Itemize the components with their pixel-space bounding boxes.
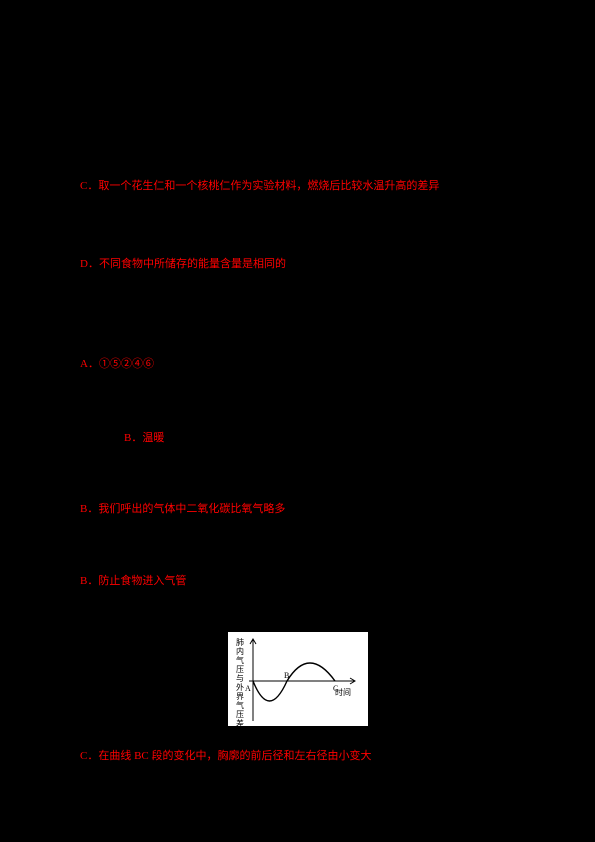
svg-text:与: 与 [236, 674, 244, 683]
q11-stem: 11．人体呼吸系统的组成包括：①鼻；②喉；③肺；④气管；⑤咽；⑥支气管．呼吸道按… [72, 304, 523, 341]
q13-stem: 13．关于呼吸系统的说法，不正确的是 [72, 468, 523, 487]
q12-option-b: B．温暖 [72, 429, 523, 448]
svg-text:C: C [333, 684, 338, 693]
svg-text:气: 气 [236, 655, 244, 665]
q12-stem: 12．严重感冒时，容易引起鼻塞，这时往往要用嘴呼吸．早上醒来时会觉得嗓子非常干，… [72, 388, 523, 425]
q16-stem: 16．下列对人体消化和呼吸的认识，合理的是 [72, 796, 523, 815]
svg-text:外: 外 [236, 682, 244, 692]
chart-container: 肺内气压与外界气压差时间ABC [72, 631, 523, 727]
svg-text:界: 界 [236, 692, 244, 701]
q14-option-b: B．防止食物进入气管 [72, 572, 523, 591]
q16-opts: A．肺泡壁和毛细血管壁都由一层上皮细胞构成，利于肺泡与血液进行气体交换 [72, 818, 523, 837]
svg-text:差: 差 [236, 718, 244, 727]
intro-line-5: 9．关于探究"测定某种食物中的能量"实验的叙述中，正确的是 [72, 139, 523, 158]
q15-stem: 15．图是某人在一次平静呼吸中肺内气压与外界气压差的变化曲线，下列叙述错误的是 [72, 604, 523, 623]
svg-text:气: 气 [236, 700, 244, 710]
q15-option-c: C．在曲线 BC 段的变化中，胸廓的前后径和左右径由小变大 [72, 747, 523, 766]
q13-option-b: B．我们呼出的气体中二氧化碳比氧气略多 [72, 500, 523, 519]
svg-text:B: B [284, 671, 289, 680]
intro-line-1: A．消化道最膨大的部分是胃，它能初步消化蛋白质 [72, 48, 523, 67]
q10-option-d: D．不同食物中所储存的能量含量是相同的 [72, 255, 523, 274]
intro-line-4: D．小肠绒毛壁薄，有利于营养物质的吸收 [72, 116, 523, 135]
svg-text:内: 内 [236, 646, 244, 656]
svg-text:压: 压 [236, 665, 244, 674]
intro-line-2: B．消化吸收的主要场所是小肠 [72, 71, 523, 90]
q10-stem: 10． [72, 232, 523, 251]
svg-text:压: 压 [236, 710, 244, 719]
pressure-curve-chart: 肺内气压与外界气压差时间ABC [227, 631, 369, 727]
q11-option-a: A．①⑤②④⑥ [72, 355, 523, 374]
svg-text:肺: 肺 [236, 638, 244, 647]
intro-line-3: C．肝脏能分泌胆汁，胆汁中含有消化酶 [72, 93, 523, 112]
q9-option-c: C．取一个花生仁和一个核桃仁作为实验材料，燃烧后比较水温升高的差异 [72, 177, 523, 196]
svg-text:A: A [245, 684, 251, 693]
q14-stem: 14．吃饭时随意谈笑，食物可能误入气管的原因是 [72, 539, 523, 558]
curve-svg: 肺内气压与外界气压差时间ABC [227, 631, 369, 727]
